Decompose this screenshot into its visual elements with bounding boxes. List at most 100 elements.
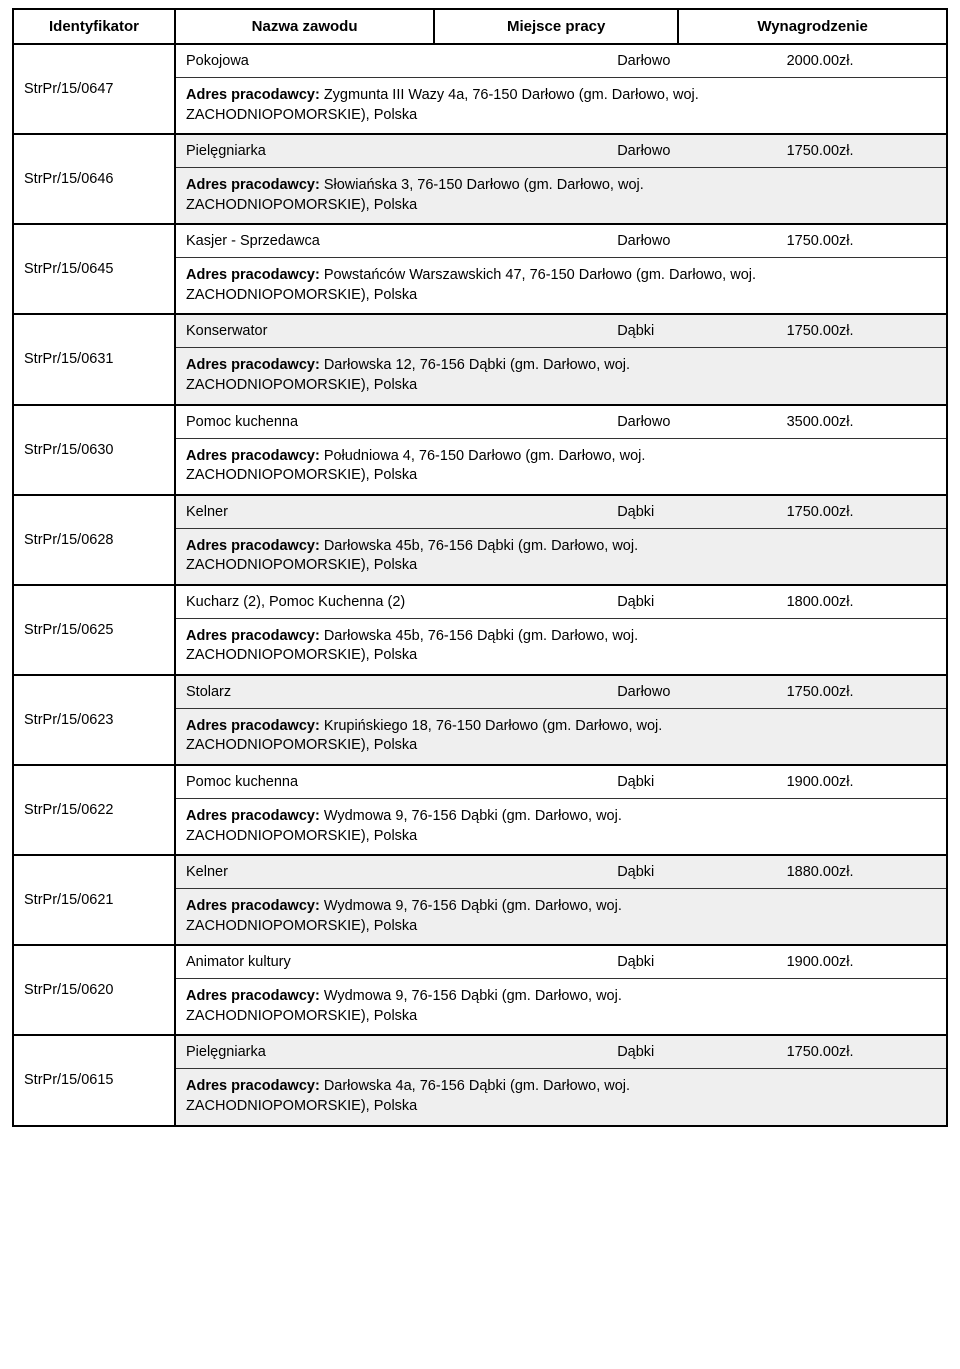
- job-place: Dąbki: [607, 766, 776, 799]
- job-place: Darłowo: [607, 45, 776, 78]
- header-salary: Wynagrodzenie: [678, 9, 947, 44]
- employer-label: Adres pracodawcy:: [186, 898, 320, 914]
- inner-table: StolarzDarłowo1750.00zł.Adres pracodawcy…: [176, 676, 946, 764]
- job-salary: 1880.00zł.: [777, 856, 946, 889]
- employer-address: Adres pracodawcy: Darłowska 45b, 76-156 …: [176, 618, 946, 674]
- employer-line: Adres pracodawcy: Darłowska 45b, 76-156 …: [176, 618, 946, 674]
- job-place: Darłowo: [607, 135, 776, 168]
- inner-table: Animator kulturyDąbki1900.00zł.Adres pra…: [176, 946, 946, 1034]
- content-cell: Pomoc kuchennaDarłowo3500.00zł.Adres pra…: [175, 405, 947, 495]
- inner-table: Kucharz (2), Pomoc Kuchenna (2)Dąbki1800…: [176, 586, 946, 674]
- id-cell: StrPr/15/0631: [13, 314, 175, 404]
- employer-line: Adres pracodawcy: Południowa 4, 76-150 D…: [176, 438, 946, 494]
- job-title: Stolarz: [176, 676, 607, 709]
- inner-table: Kasjer - SprzedawcaDarłowo1750.00zł.Adre…: [176, 225, 946, 313]
- inner-table: KelnerDąbki1750.00zł.Adres pracodawcy: D…: [176, 496, 946, 584]
- job-line: Animator kulturyDąbki1900.00zł.: [176, 946, 946, 979]
- job-line: Pomoc kuchennaDarłowo3500.00zł.: [176, 406, 946, 439]
- employer-label: Adres pracodawcy:: [186, 267, 320, 283]
- content-cell: Animator kulturyDąbki1900.00zł.Adres pra…: [175, 945, 947, 1035]
- table-row: StrPr/15/0628KelnerDąbki1750.00zł.Adres …: [13, 495, 947, 585]
- inner-table: KelnerDąbki1880.00zł.Adres pracodawcy: W…: [176, 856, 946, 944]
- employer-label: Adres pracodawcy:: [186, 718, 320, 734]
- id-cell: StrPr/15/0620: [13, 945, 175, 1035]
- id-cell: StrPr/15/0646: [13, 134, 175, 224]
- table-row: StrPr/15/0620Animator kulturyDąbki1900.0…: [13, 945, 947, 1035]
- id-cell: StrPr/15/0623: [13, 675, 175, 765]
- job-title: Konserwator: [176, 315, 607, 348]
- job-title: Kelner: [176, 496, 607, 529]
- employer-line: Adres pracodawcy: Wydmowa 9, 76-156 Dąbk…: [176, 979, 946, 1035]
- employer-address: Adres pracodawcy: Wydmowa 9, 76-156 Dąbk…: [176, 889, 946, 945]
- employer-address: Adres pracodawcy: Darłowska 12, 76-156 D…: [176, 348, 946, 404]
- id-cell: StrPr/15/0625: [13, 585, 175, 675]
- table-row: StrPr/15/0645Kasjer - SprzedawcaDarłowo1…: [13, 224, 947, 314]
- job-place: Darłowo: [607, 406, 776, 439]
- job-title: Pielęgniarka: [176, 135, 607, 168]
- inner-table: Pomoc kuchennaDąbki1900.00zł.Adres praco…: [176, 766, 946, 854]
- employer-label: Adres pracodawcy:: [186, 538, 320, 554]
- content-cell: Kasjer - SprzedawcaDarłowo1750.00zł.Adre…: [175, 224, 947, 314]
- employer-line: Adres pracodawcy: Wydmowa 9, 76-156 Dąbk…: [176, 799, 946, 855]
- job-salary: 1750.00zł.: [777, 135, 946, 168]
- table-row: StrPr/15/0615PielęgniarkaDąbki1750.00zł.…: [13, 1035, 947, 1125]
- table-row: StrPr/15/0621KelnerDąbki1880.00zł.Adres …: [13, 855, 947, 945]
- employer-label: Adres pracodawcy:: [186, 357, 320, 373]
- employer-line: Adres pracodawcy: Darłowska 12, 76-156 D…: [176, 348, 946, 404]
- employer-address: Adres pracodawcy: Zygmunta III Wazy 4a, …: [176, 78, 946, 134]
- job-title: Kucharz (2), Pomoc Kuchenna (2): [176, 586, 607, 619]
- id-cell: StrPr/15/0628: [13, 495, 175, 585]
- header-job: Nazwa zawodu: [175, 9, 434, 44]
- job-salary: 1750.00zł.: [777, 496, 946, 529]
- id-cell: StrPr/15/0645: [13, 224, 175, 314]
- job-place: Dąbki: [607, 856, 776, 889]
- employer-line: Adres pracodawcy: Darłowska 45b, 76-156 …: [176, 528, 946, 584]
- employer-line: Adres pracodawcy: Krupińskiego 18, 76-15…: [176, 708, 946, 764]
- job-title: Pomoc kuchenna: [176, 766, 607, 799]
- job-salary: 1750.00zł.: [777, 676, 946, 709]
- table-row: StrPr/15/0630Pomoc kuchennaDarłowo3500.0…: [13, 405, 947, 495]
- job-place: Dąbki: [607, 946, 776, 979]
- table-row: StrPr/15/0623StolarzDarłowo1750.00zł.Adr…: [13, 675, 947, 765]
- employer-address: Adres pracodawcy: Powstańców Warszawskic…: [176, 258, 946, 314]
- inner-table: KonserwatorDąbki1750.00zł.Adres pracodaw…: [176, 315, 946, 403]
- employer-address: Adres pracodawcy: Wydmowa 9, 76-156 Dąbk…: [176, 799, 946, 855]
- employer-address: Adres pracodawcy: Krupińskiego 18, 76-15…: [176, 708, 946, 764]
- content-cell: PielęgniarkaDąbki1750.00zł.Adres pracoda…: [175, 1035, 947, 1125]
- job-salary: 3500.00zł.: [777, 406, 946, 439]
- content-cell: Pomoc kuchennaDąbki1900.00zł.Adres praco…: [175, 765, 947, 855]
- job-line: PielęgniarkaDąbki1750.00zł.: [176, 1036, 946, 1069]
- id-cell: StrPr/15/0622: [13, 765, 175, 855]
- job-line: PielęgniarkaDarłowo1750.00zł.: [176, 135, 946, 168]
- employer-address: Adres pracodawcy: Wydmowa 9, 76-156 Dąbk…: [176, 979, 946, 1035]
- id-cell: StrPr/15/0630: [13, 405, 175, 495]
- employer-line: Adres pracodawcy: Wydmowa 9, 76-156 Dąbk…: [176, 889, 946, 945]
- job-title: Pomoc kuchenna: [176, 406, 607, 439]
- job-line: StolarzDarłowo1750.00zł.: [176, 676, 946, 709]
- inner-table: PielęgniarkaDąbki1750.00zł.Adres pracoda…: [176, 1036, 946, 1124]
- content-cell: KonserwatorDąbki1750.00zł.Adres pracodaw…: [175, 314, 947, 404]
- job-line: Pomoc kuchennaDąbki1900.00zł.: [176, 766, 946, 799]
- content-cell: KelnerDąbki1880.00zł.Adres pracodawcy: W…: [175, 855, 947, 945]
- employer-label: Adres pracodawcy:: [186, 1078, 320, 1094]
- employer-address: Adres pracodawcy: Darłowska 45b, 76-156 …: [176, 528, 946, 584]
- content-cell: KelnerDąbki1750.00zł.Adres pracodawcy: D…: [175, 495, 947, 585]
- job-line: Kasjer - SprzedawcaDarłowo1750.00zł.: [176, 225, 946, 258]
- job-title: Animator kultury: [176, 946, 607, 979]
- job-title: Kelner: [176, 856, 607, 889]
- content-cell: StolarzDarłowo1750.00zł.Adres pracodawcy…: [175, 675, 947, 765]
- job-salary: 1900.00zł.: [777, 766, 946, 799]
- inner-table: PokojowaDarłowo2000.00zł.Adres pracodawc…: [176, 45, 946, 133]
- employer-line: Adres pracodawcy: Słowiańska 3, 76-150 D…: [176, 168, 946, 224]
- employer-address: Adres pracodawcy: Darłowska 4a, 76-156 D…: [176, 1069, 946, 1125]
- content-cell: Kucharz (2), Pomoc Kuchenna (2)Dąbki1800…: [175, 585, 947, 675]
- job-salary: 1750.00zł.: [777, 225, 946, 258]
- job-salary: 1800.00zł.: [777, 586, 946, 619]
- employer-label: Adres pracodawcy:: [186, 177, 320, 193]
- id-cell: StrPr/15/0621: [13, 855, 175, 945]
- job-place: Dąbki: [607, 586, 776, 619]
- job-place: Dąbki: [607, 1036, 776, 1069]
- job-place: Dąbki: [607, 315, 776, 348]
- job-place: Darłowo: [607, 225, 776, 258]
- table-row: StrPr/15/0647PokojowaDarłowo2000.00zł.Ad…: [13, 44, 947, 134]
